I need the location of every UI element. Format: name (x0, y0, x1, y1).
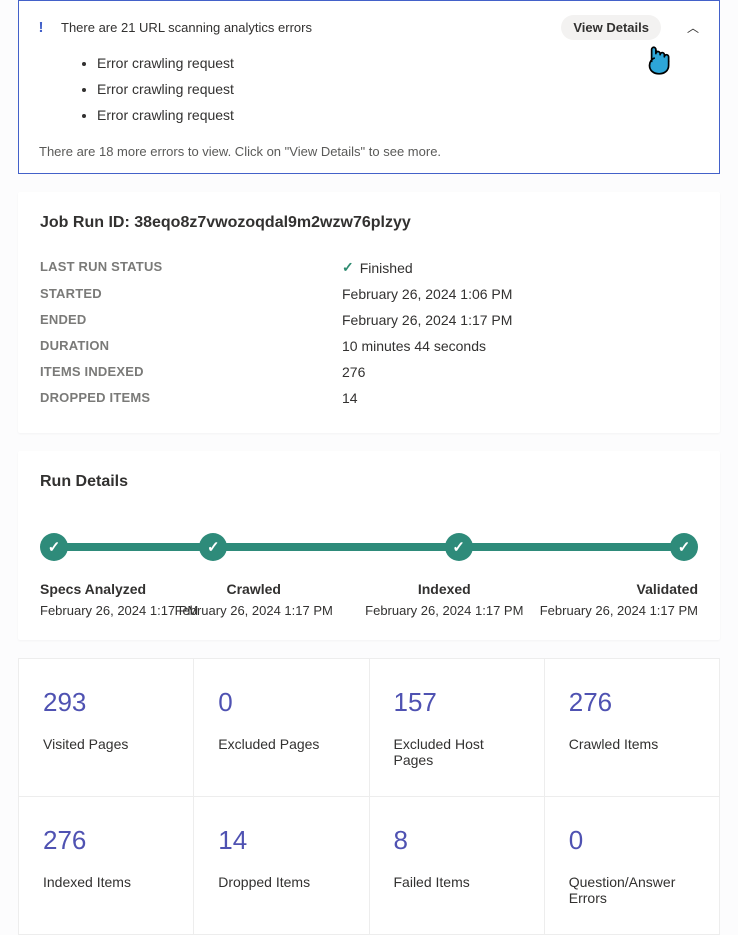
metric-visited-pages[interactable]: 293 Visited Pages (19, 659, 193, 796)
metric-label: Failed Items (394, 874, 520, 890)
timeline-node-check-icon: ✓ (445, 533, 473, 561)
alert-body: Error crawling request Error crawling re… (35, 40, 703, 128)
run-details-card: Run Details ✓ ✓ ✓ ✓ Specs Analyzed Febru… (18, 451, 720, 640)
error-item: Error crawling request (97, 50, 703, 76)
error-item: Error crawling request (97, 102, 703, 128)
stage-name: Specs Analyzed (40, 581, 146, 597)
metric-label: Question/Answer Errors (569, 874, 695, 906)
info-label: LAST RUN STATUS (40, 259, 342, 276)
timeline: ✓ ✓ ✓ ✓ (40, 533, 698, 561)
info-value: 14 (342, 390, 358, 406)
metric-value: 0 (218, 687, 344, 718)
timeline-node-check-icon: ✓ (199, 533, 227, 561)
stage-name: Validated (637, 581, 698, 597)
metric-excluded-pages[interactable]: 0 Excluded Pages (194, 659, 368, 796)
info-value: 276 (342, 364, 365, 380)
alert-title: There are 21 URL scanning analytics erro… (61, 20, 547, 35)
stage-name: Indexed (418, 581, 471, 597)
metric-value: 14 (218, 825, 344, 856)
view-details-button[interactable]: View Details (561, 15, 661, 40)
error-item: Error crawling request (97, 76, 703, 102)
metric-label: Indexed Items (43, 874, 169, 890)
metrics-grid: 293 Visited Pages 0 Excluded Pages 157 E… (18, 658, 720, 935)
metric-label: Dropped Items (218, 874, 344, 890)
info-row-started: STARTED February 26, 2024 1:06 PM (40, 281, 698, 307)
job-run-card: Job Run ID: 38eqo8z7vwozoqdal9m2wzw76plz… (18, 192, 720, 433)
info-label: ENDED (40, 312, 342, 328)
info-label: STARTED (40, 286, 342, 302)
error-alert-panel: ! There are 21 URL scanning analytics er… (18, 0, 720, 174)
chevron-up-icon[interactable]: ︿ (683, 19, 703, 36)
info-value: February 26, 2024 1:06 PM (342, 286, 512, 302)
info-row-status: LAST RUN STATUS ✓ Finished (40, 254, 698, 281)
metric-value: 0 (569, 825, 695, 856)
metric-failed-items[interactable]: 8 Failed Items (370, 797, 544, 934)
info-value: ✓ Finished (342, 259, 413, 276)
metric-qa-errors[interactable]: 0 Question/Answer Errors (545, 797, 719, 934)
timeline-nodes: ✓ ✓ ✓ ✓ (40, 533, 698, 561)
timeline-node-check-icon: ✓ (670, 533, 698, 561)
error-list: Error crawling request Error crawling re… (97, 50, 703, 128)
metric-value: 276 (569, 687, 695, 718)
info-row-duration: DURATION 10 minutes 44 seconds (40, 333, 698, 359)
info-label: DURATION (40, 338, 342, 354)
stage-indexed: Indexed February 26, 2024 1:17 PM (365, 581, 523, 618)
metric-label: Crawled Items (569, 736, 695, 752)
job-run-title: Job Run ID: 38eqo8z7vwozoqdal9m2wzw76plz… (40, 214, 698, 232)
metric-value: 157 (394, 687, 520, 718)
metric-label: Excluded Host Pages (394, 736, 520, 768)
alert-header: ! There are 21 URL scanning analytics er… (35, 15, 703, 40)
metric-value: 8 (394, 825, 520, 856)
metric-crawled-items[interactable]: 276 Crawled Items (545, 659, 719, 796)
metric-excluded-host-pages[interactable]: 157 Excluded Host Pages (370, 659, 544, 796)
stage-time: February 26, 2024 1:17 PM (175, 603, 333, 618)
stage-crawled: Crawled February 26, 2024 1:17 PM (175, 581, 333, 618)
metric-value: 276 (43, 825, 169, 856)
stage-row: Specs Analyzed February 26, 2024 1:17 PM… (40, 581, 698, 618)
check-icon: ✓ (342, 259, 354, 276)
run-details-title: Run Details (40, 473, 698, 491)
status-text: Finished (360, 260, 413, 276)
info-row-dropped-items: DROPPED ITEMS 14 (40, 385, 698, 411)
stage-time: February 26, 2024 1:17 PM (540, 603, 698, 618)
stage-time: February 26, 2024 1:17 PM (365, 603, 523, 618)
metric-dropped-items[interactable]: 14 Dropped Items (194, 797, 368, 934)
info-value: 10 minutes 44 seconds (342, 338, 486, 354)
stage-validated: Validated February 26, 2024 1:17 PM (540, 581, 698, 618)
stage-name: Crawled (226, 581, 280, 597)
info-label: ITEMS INDEXED (40, 364, 342, 380)
info-row-items-indexed: ITEMS INDEXED 276 (40, 359, 698, 385)
info-label: DROPPED ITEMS (40, 390, 342, 406)
info-value: February 26, 2024 1:17 PM (342, 312, 512, 328)
metric-label: Excluded Pages (218, 736, 344, 752)
timeline-node-check-icon: ✓ (40, 533, 68, 561)
metric-indexed-items[interactable]: 276 Indexed Items (19, 797, 193, 934)
metric-label: Visited Pages (43, 736, 169, 752)
info-row-ended: ENDED February 26, 2024 1:17 PM (40, 307, 698, 333)
alert-footer: There are 18 more errors to view. Click … (39, 144, 703, 159)
exclamation-icon: ! (35, 19, 47, 36)
metric-value: 293 (43, 687, 169, 718)
